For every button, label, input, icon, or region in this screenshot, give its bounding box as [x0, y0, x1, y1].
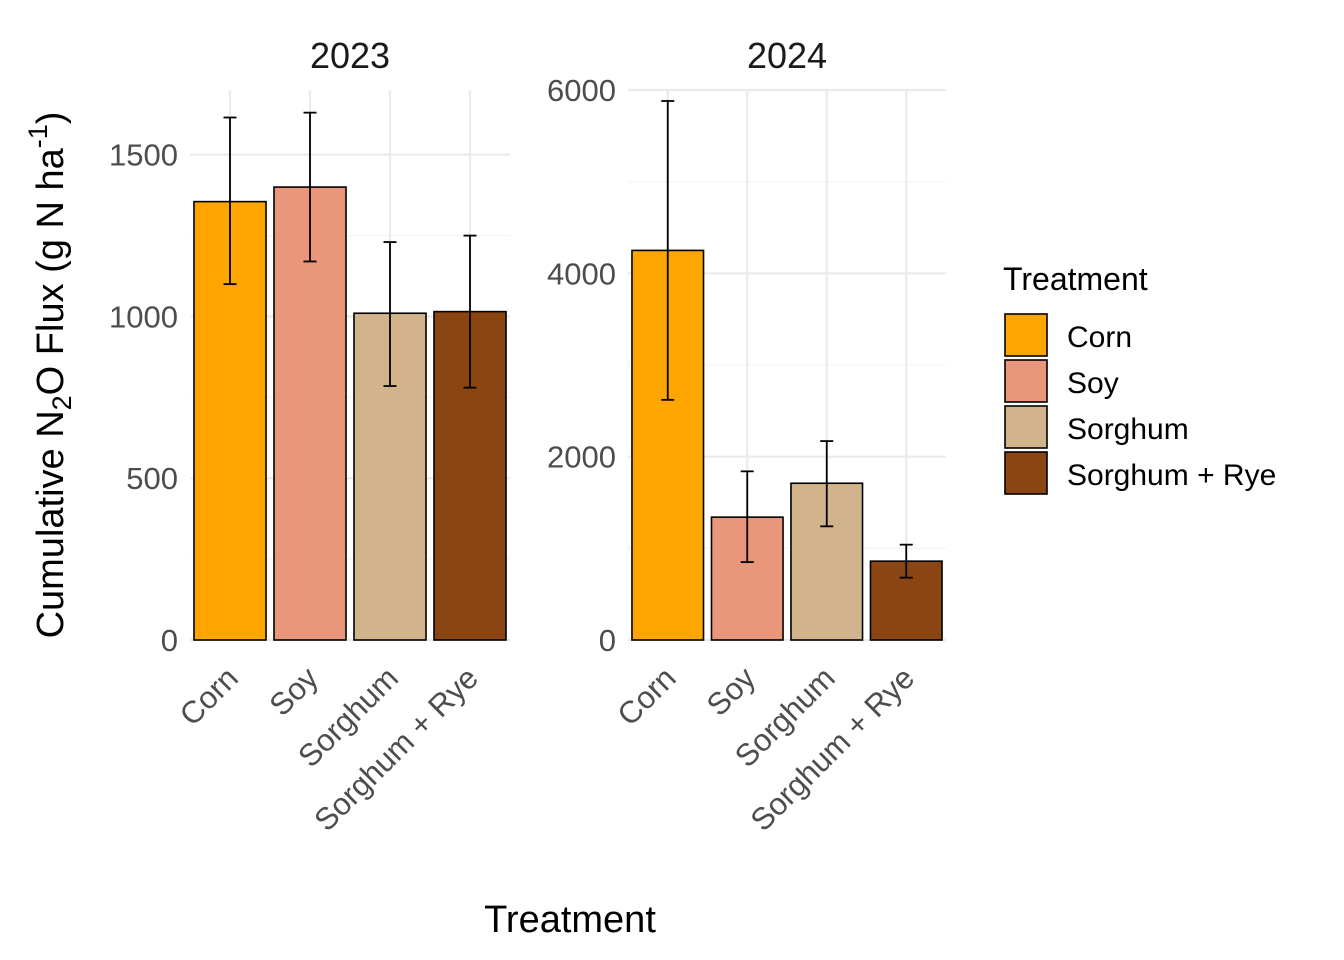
x-tick-label: Corn: [173, 660, 245, 732]
x-axis-title: Treatment: [484, 899, 656, 941]
bar: [273, 186, 347, 641]
error-bar: [463, 234, 477, 389]
legend-item: Sorghum: [1004, 405, 1189, 449]
legend-swatch: [1004, 359, 1048, 403]
y-tick-label: 0: [161, 623, 178, 658]
y-tick-label: 1000: [109, 299, 178, 334]
error-bar: [383, 241, 397, 387]
legend-item: Sorghum + Rye: [1004, 451, 1276, 495]
error-bar: [820, 440, 834, 528]
error-bar: [740, 470, 754, 563]
y-tick-label: 4000: [547, 256, 616, 291]
y-tick-label: 1500: [109, 138, 178, 173]
x-tick-label: Corn: [610, 660, 682, 732]
error-bar: [223, 116, 237, 286]
legend-swatch: [1004, 405, 1048, 449]
error-bar: [303, 111, 317, 263]
legend-swatch: [1004, 313, 1048, 357]
y-tick-label: 2000: [547, 440, 616, 475]
panel-title: 2023: [310, 35, 390, 76]
y-tick-label: 0: [599, 623, 616, 658]
legend: Treatment Corn Soy Sorghum Sorghum + Rye: [1003, 261, 1276, 495]
legend-label: Sorghum + Rye: [1067, 459, 1276, 492]
y-tick-label: 500: [126, 461, 178, 496]
legend-item: Soy: [1004, 359, 1119, 403]
legend-label: Corn: [1067, 321, 1132, 354]
x-tick-label: Soy: [700, 660, 763, 723]
legend-item: Corn: [1004, 313, 1132, 357]
y-axis-title: Cumulative N2O Flux (g N ha-1): [23, 112, 77, 639]
x-tick-label: Soy: [262, 660, 325, 723]
error-bar: [899, 543, 913, 579]
legend-title: Treatment: [1003, 261, 1148, 297]
error-bar: [661, 100, 675, 401]
legend-swatch: [1004, 451, 1048, 495]
legend-label: Sorghum: [1067, 413, 1189, 446]
legend-label: Soy: [1067, 367, 1119, 400]
y-tick-label: 6000: [547, 73, 616, 108]
panel-title: 2024: [747, 35, 827, 76]
